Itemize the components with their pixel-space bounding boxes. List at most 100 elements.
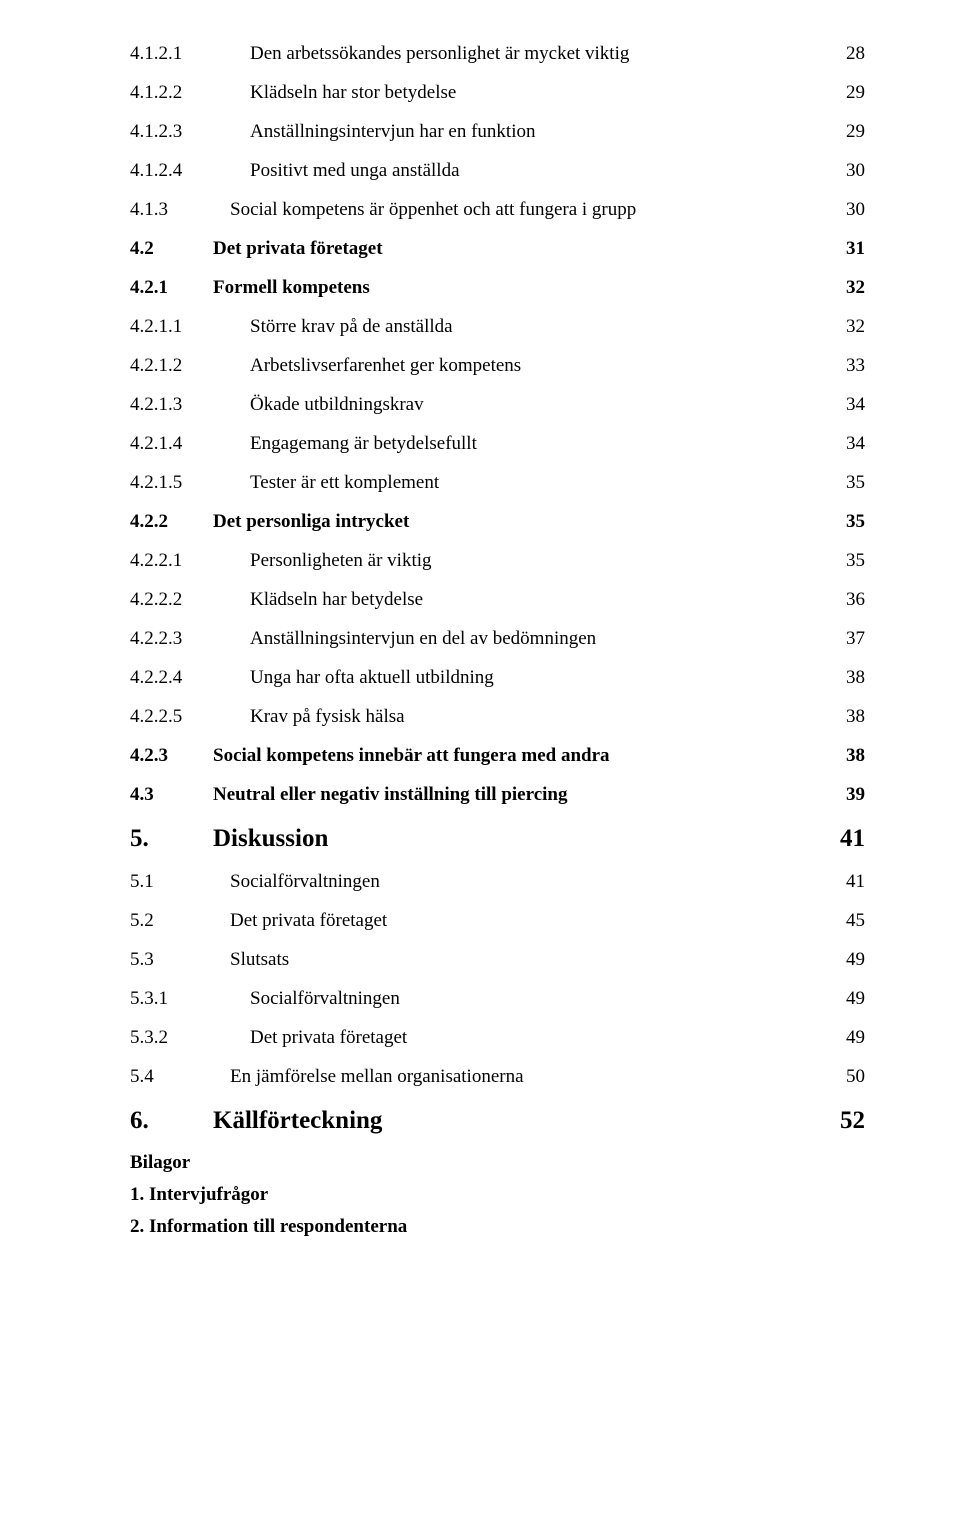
toc-list: 4.1.2.1Den arbetssökandes personlighet ä… <box>130 40 865 1140</box>
toc-number: 4.2.1.1 <box>130 313 250 342</box>
toc-title: Neutral eller negativ inställning till p… <box>213 781 815 810</box>
toc-title: Ökade utbildningskrav <box>250 391 815 420</box>
toc-page-number: 32 <box>815 274 865 303</box>
toc-page-number: 52 <box>815 1102 865 1140</box>
toc-title: Det privata företaget <box>250 1024 815 1053</box>
toc-page-number: 37 <box>815 625 865 654</box>
toc-page: 4.1.2.1Den arbetssökandes personlighet ä… <box>0 0 960 1288</box>
toc-title: Arbetslivserfarenhet ger kompetens <box>250 352 815 381</box>
toc-page-number: 50 <box>815 1063 865 1092</box>
toc-title: Socialförvaltningen <box>230 868 815 897</box>
toc-row: 4.1.2.3Anställningsintervjun har en funk… <box>130 118 865 147</box>
toc-title: Socialförvaltningen <box>250 985 815 1014</box>
toc-row: 4.3Neutral eller negativ inställning til… <box>130 781 865 810</box>
toc-row: 5.1Socialförvaltningen41 <box>130 868 865 897</box>
toc-row: 4.2.2.3Anställningsintervjun en del av b… <box>130 625 865 654</box>
toc-page-number: 41 <box>815 820 865 858</box>
toc-page-number: 35 <box>815 547 865 576</box>
toc-title: Krav på fysisk hälsa <box>250 703 815 732</box>
toc-number: 4.2.2 <box>130 508 213 537</box>
toc-title: Större krav på de anställda <box>250 313 815 342</box>
toc-title: Positivt med unga anställda <box>250 157 815 186</box>
toc-number: 5.2 <box>130 907 230 936</box>
toc-page-number: 29 <box>815 79 865 108</box>
toc-number: 4.1.3 <box>130 196 230 225</box>
toc-row: 4.1.2.4Positivt med unga anställda30 <box>130 157 865 186</box>
toc-number: 4.2.2.1 <box>130 547 250 576</box>
toc-page-number: 49 <box>815 1024 865 1053</box>
toc-title: Anställningsintervjun har en funktion <box>250 118 815 147</box>
toc-row: 4.2.1.5Tester är ett komplement35 <box>130 469 865 498</box>
toc-number: 4.2.2.5 <box>130 703 250 732</box>
toc-page-number: 29 <box>815 118 865 147</box>
toc-page-number: 45 <box>815 907 865 936</box>
toc-row: 4.2.2.1Personligheten är viktig35 <box>130 547 865 576</box>
toc-page-number: 31 <box>815 235 865 264</box>
toc-page-number: 41 <box>815 868 865 897</box>
toc-number: 4.1.2.1 <box>130 40 250 69</box>
toc-number: 4.1.2.2 <box>130 79 250 108</box>
toc-title: Det personliga intrycket <box>213 508 815 537</box>
toc-title: En jämförelse mellan organisationerna <box>230 1063 815 1092</box>
toc-row: 4.2.1.3Ökade utbildningskrav34 <box>130 391 865 420</box>
toc-page-number: 36 <box>815 586 865 615</box>
toc-title: Anställningsintervjun en del av bedömnin… <box>250 625 815 654</box>
toc-row: 4.2.2.4Unga har ofta aktuell utbildning3… <box>130 664 865 693</box>
toc-row: 5.3Slutsats49 <box>130 946 865 975</box>
toc-number: 4.3 <box>130 781 213 810</box>
toc-number: 4.2.1.3 <box>130 391 250 420</box>
toc-row: 4.1.3Social kompetens är öppenhet och at… <box>130 196 865 225</box>
appendix-heading: Bilagor <box>130 1152 865 1174</box>
toc-title: Engagemang är betydelsefullt <box>250 430 815 459</box>
toc-title: Den arbetssökandes personlighet är mycke… <box>250 40 815 69</box>
appendix-item: 1. Intervjufrågor <box>130 1184 865 1206</box>
toc-number: 5.4 <box>130 1063 230 1092</box>
toc-number: 4.1.2.3 <box>130 118 250 147</box>
toc-title: Personligheten är viktig <box>250 547 815 576</box>
toc-title: Diskussion <box>213 820 815 858</box>
toc-page-number: 35 <box>815 469 865 498</box>
toc-title: Social kompetens är öppenhet och att fun… <box>230 196 815 225</box>
toc-row: 4.2.2.5Krav på fysisk hälsa38 <box>130 703 865 732</box>
toc-page-number: 33 <box>815 352 865 381</box>
toc-row: 4.2.2Det personliga intrycket35 <box>130 508 865 537</box>
toc-page-number: 38 <box>815 703 865 732</box>
toc-title: Klädseln har betydelse <box>250 586 815 615</box>
toc-row: 5.4En jämförelse mellan organisationerna… <box>130 1063 865 1092</box>
toc-page-number: 35 <box>815 508 865 537</box>
toc-number: 5.1 <box>130 868 230 897</box>
toc-page-number: 28 <box>815 40 865 69</box>
toc-number: 4.2.1.5 <box>130 469 250 498</box>
toc-page-number: 32 <box>815 313 865 342</box>
toc-row: 4.2.1.1Större krav på de anställda32 <box>130 313 865 342</box>
toc-number: 5.3 <box>130 946 230 975</box>
toc-title: Tester är ett komplement <box>250 469 815 498</box>
toc-row: 4.2.2.2Klädseln har betydelse36 <box>130 586 865 615</box>
toc-title: Slutsats <box>230 946 815 975</box>
toc-number: 4.2.2.4 <box>130 664 250 693</box>
toc-row: 5.2Det privata företaget45 <box>130 907 865 936</box>
toc-number: 4.2.2.3 <box>130 625 250 654</box>
toc-row: 4.1.2.1Den arbetssökandes personlighet ä… <box>130 40 865 69</box>
toc-title: Klädseln har stor betydelse <box>250 79 815 108</box>
toc-number: 4.2.1 <box>130 274 213 303</box>
toc-number: 4.2.1.2 <box>130 352 250 381</box>
toc-number: 5.3.1 <box>130 985 250 1014</box>
toc-row: 5.Diskussion41 <box>130 820 865 858</box>
toc-number: 4.2.3 <box>130 742 213 771</box>
toc-row: 5.3.1Socialförvaltningen49 <box>130 985 865 1014</box>
toc-number: 4.2.1.4 <box>130 430 250 459</box>
toc-number: 5.3.2 <box>130 1024 250 1053</box>
toc-row: 4.1.2.2Klädseln har stor betydelse29 <box>130 79 865 108</box>
toc-title: Det privata företaget <box>213 235 815 264</box>
toc-row: 4.2.1Formell kompetens32 <box>130 274 865 303</box>
toc-number: 6. <box>130 1102 213 1140</box>
toc-title: Social kompetens innebär att fungera med… <box>213 742 815 771</box>
toc-title: Formell kompetens <box>213 274 815 303</box>
toc-row: 4.2.1.2Arbetslivserfarenhet ger kompeten… <box>130 352 865 381</box>
toc-page-number: 38 <box>815 742 865 771</box>
toc-row: 6.Källförteckning52 <box>130 1102 865 1140</box>
toc-page-number: 34 <box>815 430 865 459</box>
appendix-item: 2. Information till respondenterna <box>130 1216 865 1238</box>
toc-page-number: 30 <box>815 196 865 225</box>
